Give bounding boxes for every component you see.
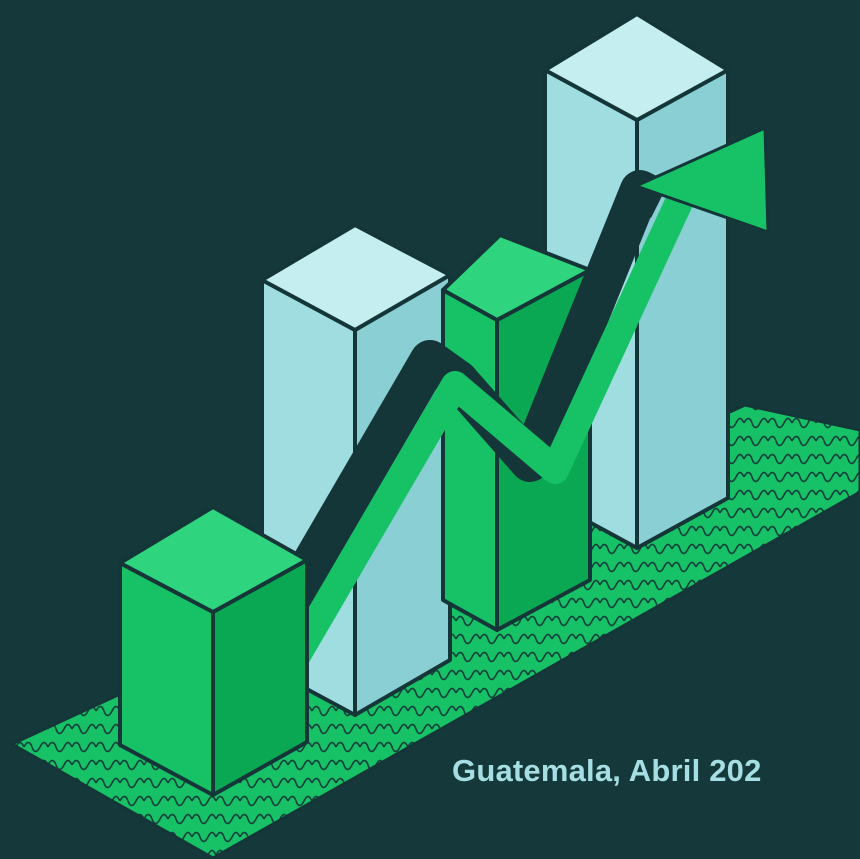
trend-arrow-icon [214,126,770,723]
trend-arrow-head [634,126,770,234]
bar-4-right-face [635,68,730,550]
bar-3-left-face [441,288,499,632]
caption-text: Guatemala, Abril 202 [452,753,762,788]
bar-1-top-face [118,505,309,614]
bar-4-top-face [543,12,730,122]
bar-2-top-face [260,223,452,332]
trend-arrow-body [249,194,693,723]
bar-1 [118,505,309,797]
